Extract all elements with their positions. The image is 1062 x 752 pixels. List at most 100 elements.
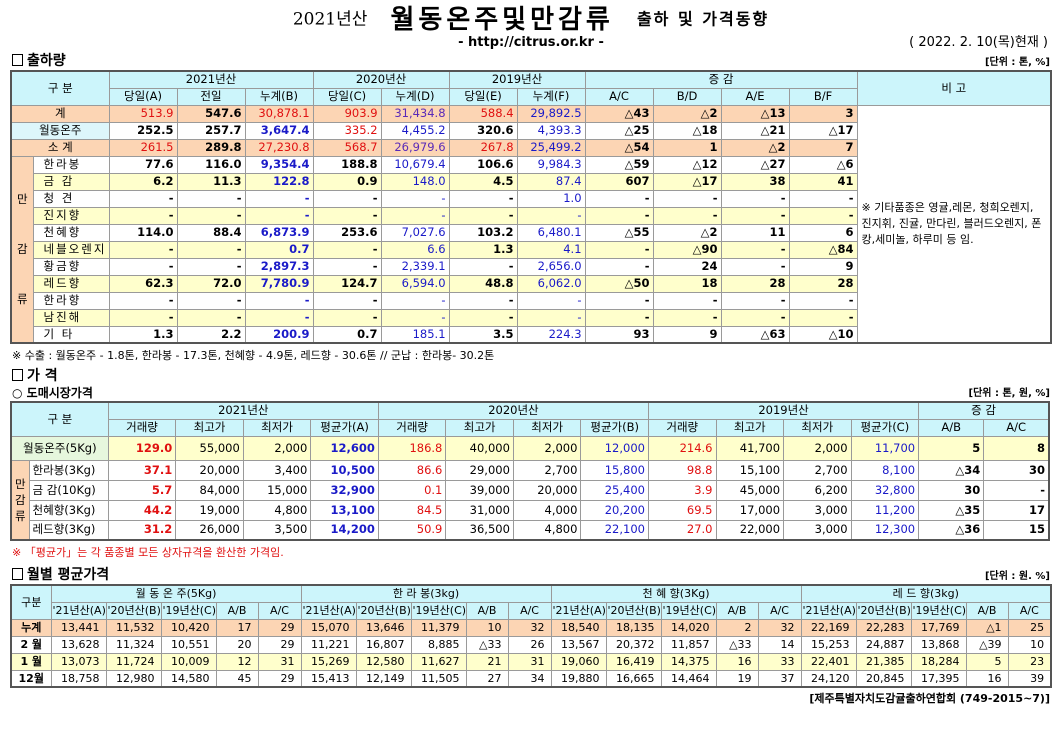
value-cell: 27 [465,669,509,688]
table-row: 월동온주 252.5 257.7 3,647.4 335.2 4,455.2 320.6 4,… [10,121,1051,140]
change-header: 증 감 [584,70,858,89]
value-cell: 98.8 [647,459,717,481]
value-cell: 11,379 [410,618,467,637]
row-label: 청 견 [32,189,110,208]
value-cell: 3.5 [448,325,518,344]
value-cell: 15,800 [580,459,649,481]
value-cell: 185.1 [380,325,450,344]
value-cell: 11,857 [660,635,717,654]
value-cell: △6 [788,155,858,174]
column-header: 거래량 [647,418,717,437]
value-cell: 6.6 [380,240,450,259]
value-cell: 267.8 [448,138,518,157]
row-label: 남진해 [32,308,110,327]
header-row: '21년산(A) '20년산(B) '19년산(C) A/B A/C '21년산(A) '2… [11,601,1052,620]
value-cell: △63 [720,325,790,344]
value-cell: 21 [465,652,509,671]
value-cell: △90 [652,240,722,259]
title-sub: 출하 및 가격동향 [636,9,770,29]
website-url[interactable]: - http://citrus.or.kr - [458,35,604,50]
value-cell: 19,880 [550,669,607,688]
row-label: 금 감(10Kg) [28,479,109,501]
value-cell: 6,873.9 [244,223,314,242]
document-title: 2021년산 월동온주및만감류 출하 및 가격동향 [0,0,1062,35]
table-row: 소 계 261.5 289.8 27,230.8 568.7 26,979.6 267.8 2… [10,138,1051,157]
table-row: 천혜향(3Kg) 44.2 19,000 4,800 13,100 84.5 31,000 4… [11,499,1050,521]
value-cell: 28 [788,274,858,293]
column-header: 평균가(A) [310,418,379,437]
column-header: '21년산(A) [800,601,857,620]
value-cell: - [983,479,1050,501]
value-cell: 12,600 [310,435,379,461]
column-header: A/C [257,601,302,620]
value-cell: △54 [584,138,654,157]
table-row: 만감류 한라봉 77.6 116.0 9,354.4 188.8 10,679.4 106.6… [10,155,1051,344]
checkbox-icon [12,54,23,66]
value-cell: - [584,308,654,327]
value-cell: 29 [257,635,302,654]
row-label: 누계 [10,618,52,637]
remark-note: ※ 기타품종은 영귤,레몬, 청희오렌지, 진지휘, 진귤, 만다린, 블러드오… [856,104,1052,344]
value-cell: - [244,308,314,327]
value-cell: 22,100 [580,519,649,541]
value-cell: 607 [584,172,654,191]
value-cell: - [176,206,246,225]
value-cell: 13,100 [310,499,379,521]
value-cell: △55 [584,223,654,242]
value-cell: △39 [965,635,1009,654]
value-cell: - [312,189,382,208]
value-cell: - [380,308,450,327]
price-subsection: ○ 도매시장가격 [12,386,93,400]
value-cell: 20,845 [855,669,912,688]
value-cell: △1 [965,618,1009,637]
value-cell: 14 [757,635,802,654]
column-header: A/B [215,601,259,620]
column-header: 최저가 [512,418,582,437]
value-cell: 45 [215,669,259,688]
value-cell: 14,020 [660,618,717,637]
value-cell: 22,283 [855,618,912,637]
row-label: 월동온주(5Kg) [10,435,109,461]
value-cell: - [312,206,382,225]
column-header: A/E [720,87,790,106]
value-cell: 8,100 [850,459,920,481]
shipment-footnote: ※ 수출 : 월동온주 - 1.8톤, 한라봉 - 17.3톤, 천혜향 - 4… [12,349,495,362]
value-cell: - [108,189,178,208]
monthly-section-title: 월별 평균가격 [12,566,109,584]
value-cell: 10,500 [310,459,379,481]
row-label: 천혜향 [32,223,110,242]
column-header: A/C [507,601,552,620]
shipment-section-header: 출하량 [단위 : 톤, %] [0,52,1062,70]
value-cell: - [108,240,178,259]
value-cell: - [516,308,586,327]
value-cell: △34 [918,459,985,481]
year-header: 2020년산 [377,401,649,420]
value-cell: 62.3 [108,274,178,293]
value-cell: - [108,257,178,276]
value-cell: △2 [652,223,722,242]
value-cell: 15,269 [300,652,357,671]
table-row: 진지향 - - - - - - - - - - - [11,206,1051,225]
value-cell: 148.0 [380,172,450,191]
header-row: 당일(A) 전일 누계(B) 당일(C) 누계(D) 당일(E) 누계(F) A/C B/D A/… [11,87,1051,106]
value-cell: 30 [983,459,1050,481]
value-cell: 18,284 [910,652,967,671]
value-cell: △36 [918,519,985,541]
value-cell: 15,253 [800,635,857,654]
value-cell: 17 [215,618,259,637]
value-cell: △27 [720,155,790,174]
value-cell: 7,027.6 [380,223,450,242]
value-cell: 1 [652,138,722,157]
value-cell: - [652,189,722,208]
value-cell: 72.0 [176,274,246,293]
price-footnote: ※ 「평균가」는 각 품종별 모든 상자규격을 환산한 가격임. [12,546,284,559]
column-header: '19년산(C) [410,601,467,620]
value-cell: 9,354.4 [244,155,314,174]
value-cell: 10,420 [160,618,217,637]
price-unit: [단위 : 톤, 원, %] [968,388,1050,399]
row-label: 2 월 [10,635,52,654]
group-header: 한 라 봉(3kg) [300,584,552,603]
value-cell: △43 [584,104,654,123]
value-cell: 12,000 [580,435,649,461]
